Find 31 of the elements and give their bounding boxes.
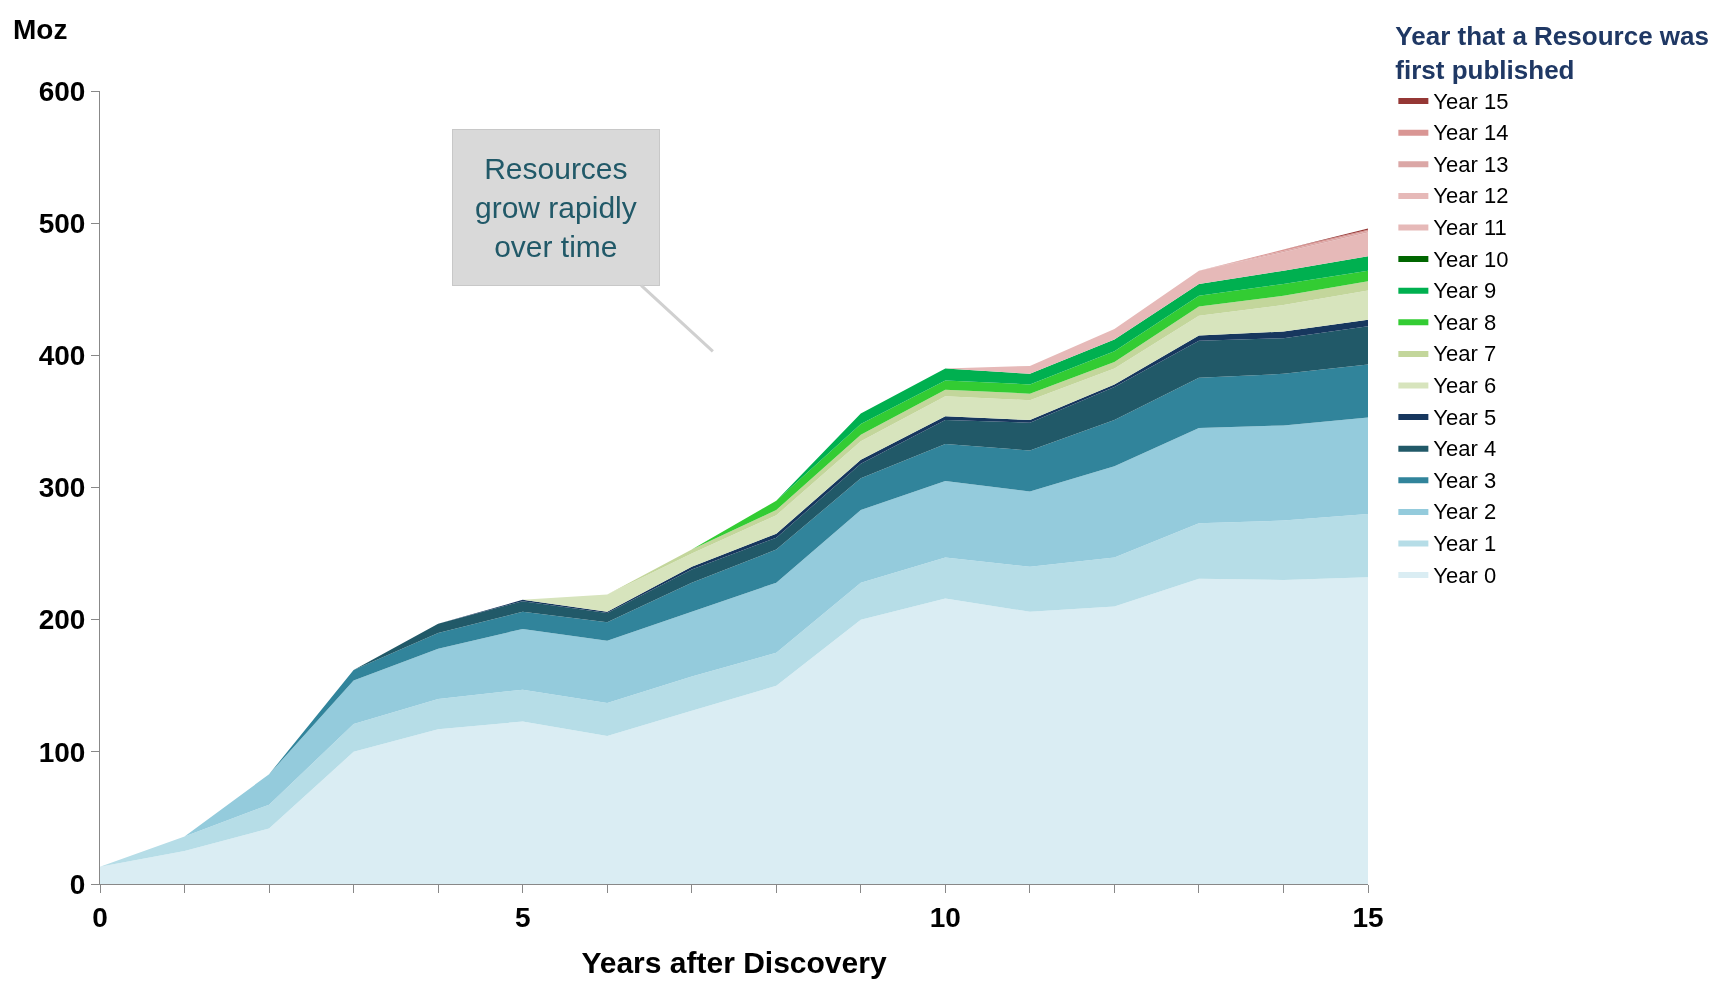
legend-label: Year 8: [1433, 309, 1497, 335]
legend-title: Year that a Resource was first published: [1395, 21, 1709, 86]
y-tick-label: 500: [38, 207, 86, 239]
legend-label: Year 2: [1433, 499, 1497, 525]
x-tick-label: 15: [1352, 901, 1384, 933]
legend-label: Year 0: [1433, 562, 1497, 588]
y-tick-label: 300: [38, 472, 86, 504]
legend-label: Year 4: [1433, 436, 1497, 462]
legend-label: Year 9: [1433, 278, 1497, 304]
y-tick-label: 100: [38, 736, 86, 768]
y-axis-title: Moz: [13, 14, 68, 45]
legend-label: Year 14: [1433, 120, 1509, 146]
x-tick-label: 5: [514, 901, 531, 933]
legend-label: Year 6: [1433, 373, 1497, 399]
legend-label: Year 7: [1433, 341, 1497, 367]
legend-label: Year 5: [1433, 404, 1497, 430]
y-tick-label: 600: [38, 75, 86, 107]
legend-label: Year 13: [1433, 151, 1509, 177]
y-tick-label: 0: [69, 868, 86, 900]
legend-label: Year 3: [1433, 467, 1497, 493]
y-tick-label: 400: [38, 340, 86, 372]
x-tick-label: 0: [92, 901, 108, 933]
x-axis-title: Years after Discovery: [581, 946, 887, 980]
legend-label: Year 12: [1433, 183, 1509, 209]
legend-label: Year 1: [1433, 531, 1497, 557]
y-tick-label: 200: [38, 604, 86, 636]
x-tick-label: 10: [929, 901, 961, 933]
legend-label: Year 15: [1433, 88, 1509, 114]
legend-label: Year 10: [1433, 246, 1509, 272]
legend-label: Year 11: [1433, 215, 1507, 241]
annotation: Resources grow rapidly over time: [475, 152, 637, 263]
